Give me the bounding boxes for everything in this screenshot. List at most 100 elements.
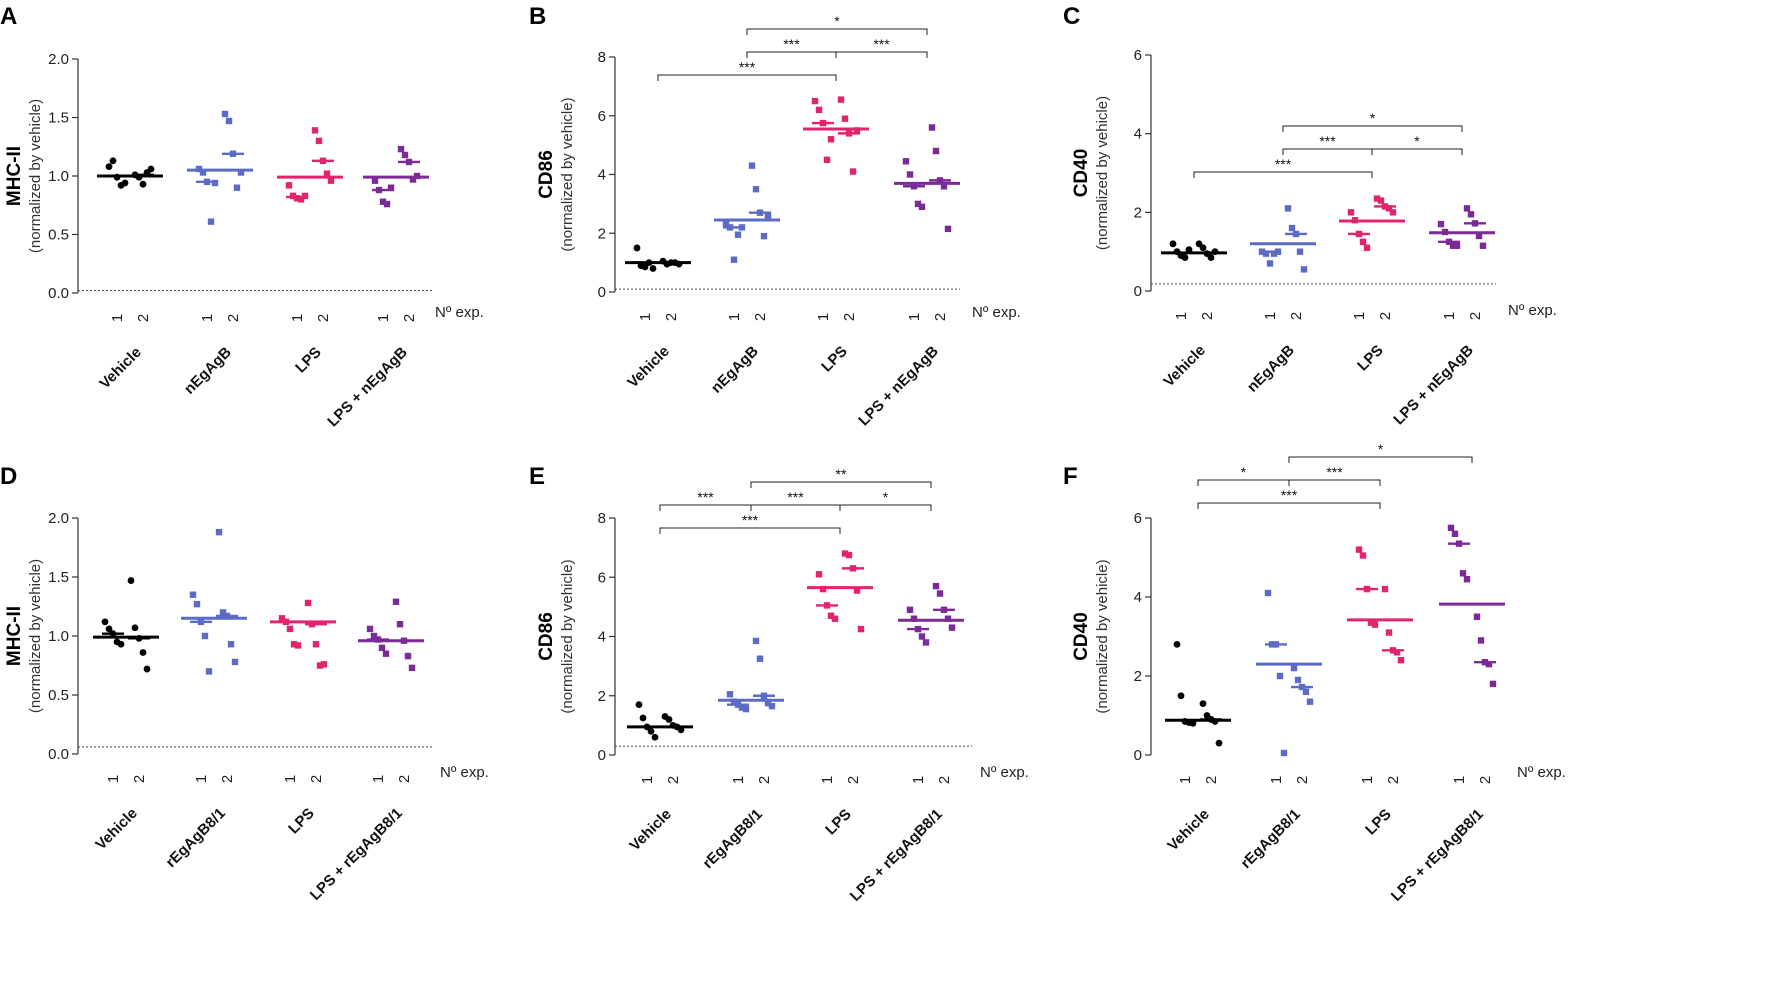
exp-tick-label: 1: [1351, 312, 1368, 320]
group-1: [718, 637, 784, 713]
group-3: [894, 124, 960, 233]
exp-tick-label: 1: [1359, 776, 1376, 784]
significance-bracket: ***: [746, 36, 837, 58]
significance-bracket: *: [746, 13, 928, 35]
significance-label: ***: [739, 59, 756, 75]
data-point: [1359, 552, 1367, 559]
group-0: [627, 701, 693, 741]
significance-bracket: ***: [659, 489, 752, 511]
data-point: [752, 637, 760, 645]
data-point: [649, 265, 657, 272]
data-point: [1347, 209, 1355, 216]
significance-bracket: ***: [1197, 487, 1381, 509]
exp-tick-label: 1: [726, 313, 743, 321]
exp-tick-label: 2: [756, 776, 773, 784]
data-point: [101, 618, 109, 626]
y-tick-label: 4: [1134, 589, 1142, 606]
data-point: [1449, 242, 1457, 249]
data-point: [227, 641, 235, 648]
data-point: [408, 664, 416, 672]
exp-tick-label: 2: [135, 314, 152, 322]
data-point: [278, 615, 286, 622]
data-point: [748, 162, 756, 169]
exp-tick-label: 2: [1385, 776, 1402, 784]
group-label: Vehicle: [624, 343, 673, 392]
y-tick-label: 4: [598, 629, 606, 646]
data-point: [1300, 266, 1308, 273]
data-point: [760, 232, 768, 240]
significance-label: ***: [1319, 133, 1336, 149]
exp-tick-label: 2: [401, 314, 418, 322]
data-point: [237, 169, 245, 176]
y-axis-subtitle: (normalized by vehicle): [559, 97, 576, 251]
data-point: [906, 171, 914, 178]
group-label: LPS: [1362, 806, 1395, 839]
data-point: [1280, 749, 1288, 757]
y-axis-subtitle: (normalized by vehicle): [27, 99, 44, 253]
data-point: [1199, 700, 1207, 708]
y-axis-subtitle: (normalized by vehicle): [1094, 96, 1111, 250]
data-point: [1173, 641, 1181, 648]
y-tick-label: 1.5: [48, 569, 69, 586]
significance-bracket: ***: [1193, 156, 1373, 178]
data-point: [726, 691, 734, 698]
group-1: [181, 528, 247, 675]
group-0: [93, 577, 159, 673]
data-point: [311, 127, 319, 134]
data-point: [1475, 232, 1483, 240]
significance-bracket: ***: [657, 59, 837, 81]
data-point: [1181, 254, 1189, 261]
data-point: [1177, 692, 1185, 700]
bracket-line: [1288, 456, 1473, 463]
data-point: [401, 151, 409, 159]
group-label: rEgAgB8/1: [163, 805, 229, 871]
exp-tick-label: 1: [109, 314, 126, 322]
data-point: [940, 183, 948, 190]
group-label: LPS: [1354, 342, 1387, 375]
group-label: LPS + nEgAgB: [855, 343, 942, 430]
data-point: [233, 184, 241, 191]
group-label: Vehicle: [626, 806, 675, 855]
significance-bracket: **: [750, 466, 932, 488]
data-point: [768, 702, 776, 710]
data-point: [841, 550, 849, 557]
group-label: rEgAgB8/1: [1238, 806, 1304, 872]
y-tick-label: 2: [1134, 668, 1142, 685]
data-point: [382, 650, 390, 657]
data-point: [837, 96, 845, 103]
exp-tick-label: 2: [1288, 312, 1305, 320]
data-point: [641, 263, 649, 271]
data-point: [327, 177, 335, 184]
data-point: [1199, 244, 1207, 252]
data-point: [932, 147, 940, 155]
exp-axis-label: Nº exp.: [972, 304, 1021, 321]
data-point: [944, 225, 952, 233]
group-label: LPS + nEgAgB: [1390, 342, 1477, 429]
group-1: [714, 162, 780, 263]
panel-letter: C: [1063, 3, 1080, 30]
group-2: [807, 550, 873, 633]
exp-tick-label: 2: [932, 313, 949, 321]
significance-label: ***: [1281, 487, 1298, 503]
panel-c: C CD40 (normalized by vehicle) 0 2 4 6 1 2 Vehicl…: [1063, 3, 1557, 428]
y-tick-label: 2: [598, 225, 606, 242]
exp-tick-label: 1: [1177, 776, 1194, 784]
data-point: [294, 642, 302, 649]
data-point: [221, 110, 229, 118]
data-point: [1306, 698, 1314, 705]
data-point: [1463, 205, 1471, 212]
group-label: LPS: [285, 805, 318, 838]
exp-axis-label: Nº exp.: [440, 764, 489, 781]
group-label: rEgAgB8/1: [700, 806, 766, 872]
data-point: [738, 704, 746, 711]
panel-letter: A: [0, 3, 17, 30]
data-point: [304, 599, 312, 607]
exp-tick-label: 2: [225, 314, 242, 322]
exp-tick-label: 2: [841, 313, 858, 321]
data-point: [1393, 649, 1401, 656]
group-label: Vehicle: [92, 805, 141, 854]
y-tick-label: 0.0: [48, 285, 69, 302]
data-point: [1276, 672, 1284, 680]
data-point: [117, 640, 125, 648]
